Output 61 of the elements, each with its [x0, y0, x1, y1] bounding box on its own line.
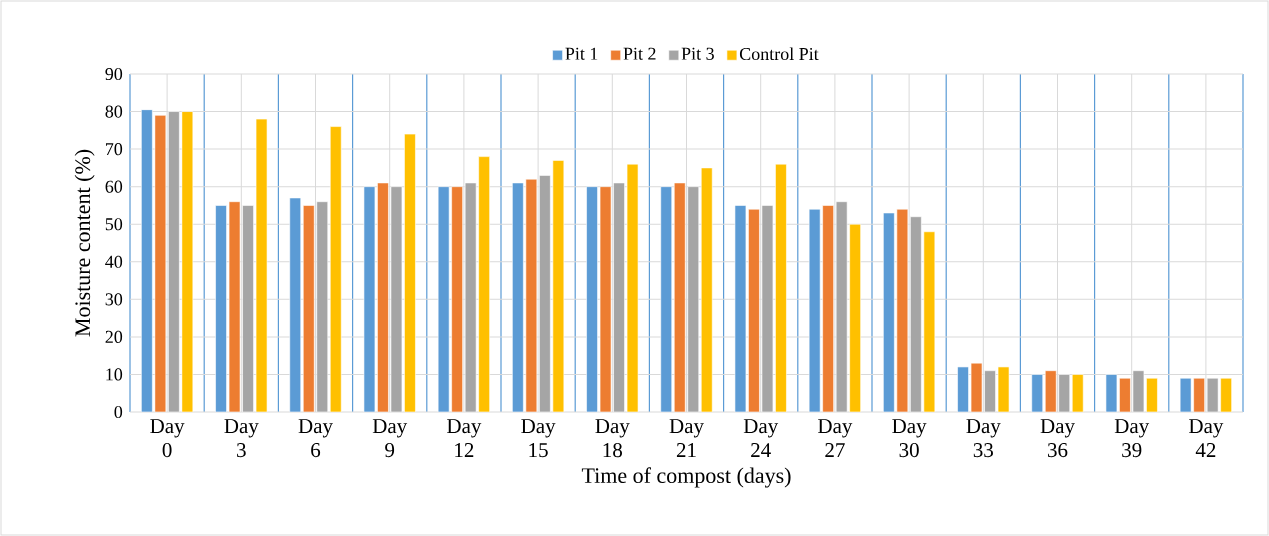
- x-tick-label: Day 6: [298, 419, 333, 458]
- bar: [242, 205, 254, 412]
- x-tick-label: Day 15: [521, 419, 556, 458]
- bar: [673, 182, 686, 412]
- legend-label: Control Pit: [739, 47, 819, 61]
- legend-label: Pit 1: [565, 47, 598, 60]
- bar: [748, 208, 760, 412]
- bar: [168, 111, 180, 412]
- y-tick-label: 90: [105, 67, 123, 81]
- y-tick-label: 40: [105, 255, 123, 268]
- x-tick-label: Day 27: [818, 419, 853, 457]
- y-tick-label: 60: [105, 180, 123, 193]
- bar: [896, 208, 909, 412]
- bar: [377, 182, 389, 412]
- bar: [849, 223, 861, 412]
- bar: [404, 133, 416, 412]
- bar: [141, 109, 153, 412]
- bar: [451, 186, 463, 412]
- x-tick-label: Day 18: [595, 419, 630, 458]
- x-tick-label: Day 9: [372, 419, 408, 458]
- x-tick-label: Day 39: [1114, 419, 1150, 458]
- bar: [289, 197, 302, 412]
- legend-label: Pit 3: [681, 47, 714, 60]
- bar: [478, 156, 490, 412]
- x-axis-title: Time of compost (days): [581, 467, 791, 488]
- bar: [329, 126, 342, 412]
- x-tick-label: Day 30: [892, 419, 927, 458]
- bar: [215, 205, 227, 412]
- bar: [883, 212, 895, 412]
- x-tick-label: Day 42: [1189, 419, 1224, 457]
- x-tick-label: Day 3: [224, 419, 259, 458]
- y-tick-label: 10: [106, 368, 123, 381]
- y-axis-title: Moisture content (%): [74, 149, 95, 337]
- bar: [437, 186, 450, 412]
- y-tick-label: 70: [106, 143, 123, 156]
- bar: [586, 186, 598, 412]
- bar: [775, 163, 787, 412]
- bar: [700, 167, 713, 412]
- x-tick-label: Day 36: [1040, 419, 1075, 458]
- bar: [660, 186, 673, 412]
- bar: [910, 216, 922, 412]
- y-tick-label: 30: [105, 293, 123, 306]
- x-tick-label: Day 0: [150, 419, 185, 458]
- x-tick-label: Day 21: [669, 419, 704, 457]
- y-tick-label: 50: [105, 218, 123, 231]
- bar: [923, 231, 936, 412]
- x-tick-label: Day 33: [966, 419, 1001, 458]
- bar: [464, 182, 477, 412]
- y-tick-label: 0: [114, 405, 123, 419]
- bar: [687, 186, 700, 412]
- bar: [302, 205, 315, 412]
- x-tick-label: Day 24: [743, 419, 779, 457]
- bar: [822, 205, 834, 412]
- x-tick-label: Day 12: [447, 419, 482, 457]
- bar: [512, 182, 524, 412]
- legend-label: Pit 2: [623, 47, 656, 60]
- y-tick-label: 80: [105, 105, 123, 118]
- bar: [613, 182, 625, 412]
- bar: [316, 201, 329, 412]
- bar: [539, 175, 551, 412]
- y-tick-label: 20: [105, 330, 123, 343]
